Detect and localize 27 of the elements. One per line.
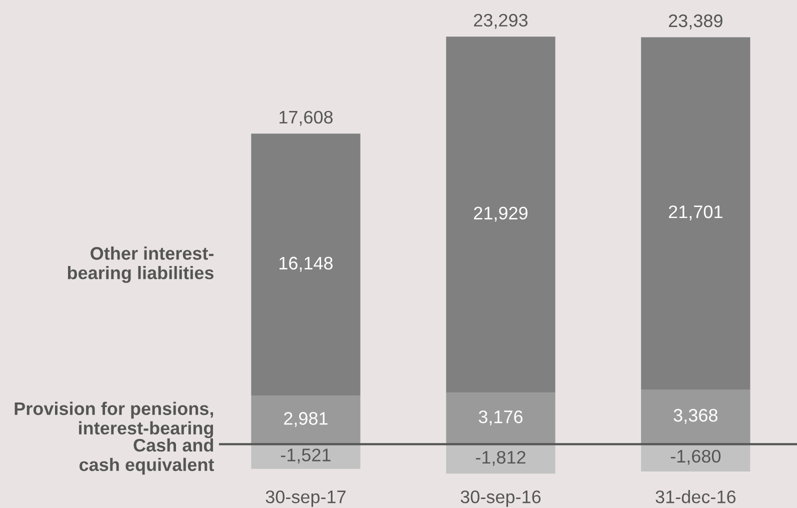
data-label: 21,929 [474,206,528,222]
bar [641,390,750,444]
data-label: 3,176 [478,410,523,426]
bar [446,392,556,444]
bar [641,37,750,390]
bar [446,36,556,393]
total-label: 23,389 [668,14,722,30]
total-label: 23,293 [474,14,528,29]
text: Provision for pensions, interest-bearing [14,402,214,438]
x-tick-label: 31-dec-16 [656,490,736,504]
data-label: 16,148 [280,256,333,272]
data-label: -1,680 [670,450,721,465]
x-tick-label: 30-sep-16 [460,490,541,507]
text: Other interest- bearing liabilities [68,246,214,283]
text: Cash and cash equivalent [79,438,214,475]
bar [251,396,360,444]
bar [251,134,360,396]
bar [641,444,750,472]
x-tick-label: 30-sep-17 [266,490,346,507]
data-label: -1,812 [476,450,526,466]
bar [446,444,556,474]
data-label: 3,368 [674,408,718,424]
bar [251,444,360,469]
total-label: 17,608 [280,110,333,126]
data-label: 2,981 [284,412,328,427]
data-label: -1,521 [280,448,330,464]
data-label: 21,701 [668,205,722,220]
